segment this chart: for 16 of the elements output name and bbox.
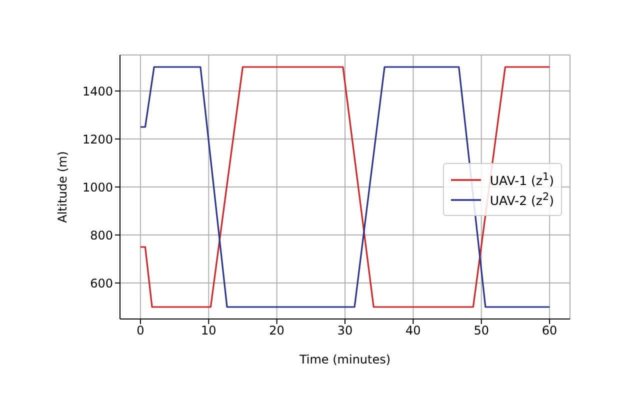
- y-tick-label: 1400: [82, 84, 113, 98]
- x-tick-label: 40: [406, 324, 421, 338]
- y-tick-label: 600: [90, 276, 113, 290]
- y-tick-label: 800: [90, 228, 113, 242]
- legend-label: UAV-1 (z$^{1}$): [490, 171, 554, 188]
- y-tick-label: 1200: [82, 132, 113, 146]
- x-tick-label: 60: [542, 324, 558, 338]
- x-tick-label: 10: [200, 324, 216, 338]
- x-tick-label: 30: [337, 324, 353, 338]
- x-tick-label: 50: [474, 324, 490, 338]
- y-tick-label: 1000: [82, 180, 113, 194]
- x-tick-label: 0: [136, 324, 144, 338]
- legend-label: UAV-2 (z$^{2}$): [490, 191, 554, 208]
- x-tick-label: 20: [269, 324, 284, 338]
- y-axis-title: Altitude (m): [55, 151, 70, 223]
- x-axis-title: Time (minutes): [298, 352, 391, 367]
